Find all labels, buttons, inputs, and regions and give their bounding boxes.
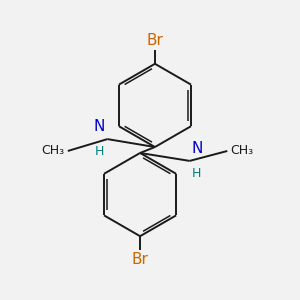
Text: N: N xyxy=(192,141,203,156)
Text: Br: Br xyxy=(146,33,164,48)
Text: CH₃: CH₃ xyxy=(230,145,254,158)
Text: H: H xyxy=(95,145,104,158)
Text: CH₃: CH₃ xyxy=(42,145,65,158)
Text: N: N xyxy=(93,119,104,134)
Text: H: H xyxy=(192,167,201,180)
Text: Br: Br xyxy=(132,252,148,267)
